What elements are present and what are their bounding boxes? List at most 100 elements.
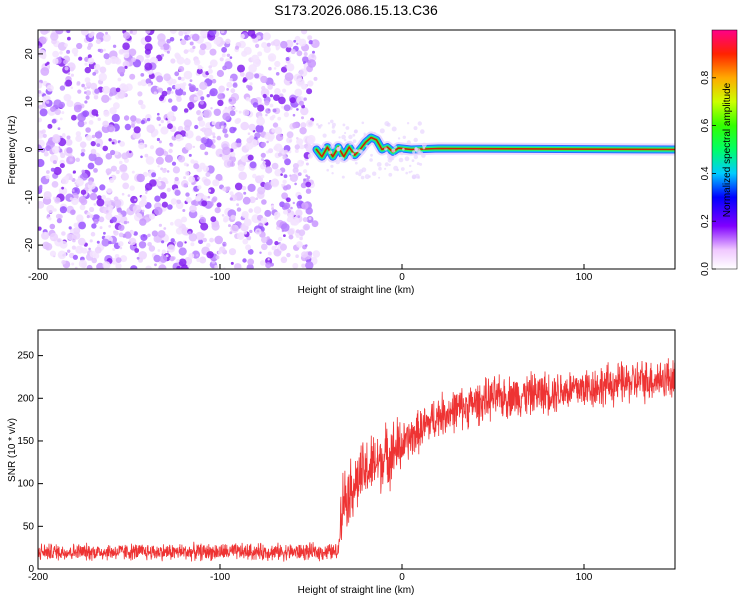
- noise-speckle: [252, 173, 257, 179]
- noise-speckle: [44, 232, 47, 235]
- noise-speckle: [84, 62, 88, 66]
- noise-speckle: [183, 58, 191, 66]
- noise-speckle: [307, 80, 314, 87]
- signal-speckle: [342, 123, 346, 127]
- noise-speckle: [214, 265, 219, 269]
- noise-speckle: [77, 237, 86, 246]
- noise-speckle: [304, 226, 309, 231]
- noise-speckle: [225, 38, 231, 44]
- noise-speckle: [54, 197, 61, 204]
- signal-speckle: [347, 155, 353, 161]
- noise-speckle: [59, 163, 65, 169]
- noise-speckle: [209, 237, 215, 243]
- noise-speckle: [206, 243, 211, 248]
- noise-speckle: [289, 81, 293, 84]
- signal-speckle: [327, 122, 331, 125]
- noise-speckle: [80, 172, 88, 181]
- noise-speckle: [188, 153, 192, 157]
- noise-speckle: [47, 123, 53, 129]
- noise-speckle: [223, 217, 228, 223]
- noise-speckle: [192, 45, 196, 50]
- noise-speckle: [193, 163, 200, 170]
- noise-speckle: [38, 132, 42, 137]
- noise-speckle: [236, 138, 242, 144]
- noise-speckle: [229, 56, 233, 59]
- noise-speckle: [303, 97, 307, 101]
- snr-xtick-label: -200: [28, 572, 48, 583]
- snr-ylabel: SNR (10 * v/v): [7, 418, 18, 482]
- signal-speckle: [358, 173, 362, 177]
- noise-speckle: [106, 124, 115, 133]
- snr-xtick-label: 100: [576, 572, 593, 583]
- noise-speckle: [292, 262, 299, 269]
- noise-speckle: [89, 192, 98, 201]
- noise-speckle: [259, 251, 262, 254]
- signal-speckle: [355, 171, 359, 175]
- noise-speckle: [297, 194, 303, 200]
- noise-speckle: [282, 179, 287, 184]
- noise-speckle: [212, 179, 220, 187]
- noise-speckle: [257, 51, 263, 57]
- noise-speckle: [295, 254, 299, 258]
- noise-speckle: [154, 263, 157, 267]
- noise-speckle: [80, 189, 87, 195]
- noise-speckle: [118, 232, 124, 238]
- noise-speckle: [181, 227, 190, 236]
- noise-speckle: [118, 212, 121, 216]
- noise-speckle: [126, 221, 130, 224]
- noise-speckle: [197, 176, 201, 180]
- noise-speckle: [61, 111, 65, 115]
- noise-speckle: [163, 151, 169, 156]
- noise-speckle: [269, 103, 274, 108]
- noise-speckle: [256, 35, 261, 40]
- noise-speckle: [40, 67, 50, 76]
- noise-speckle: [123, 115, 130, 121]
- noise-speckle: [194, 124, 199, 130]
- noise-speckle: [176, 56, 185, 65]
- noise-speckle: [105, 153, 113, 160]
- noise-speckle: [228, 98, 232, 102]
- noise-speckle: [296, 241, 303, 248]
- noise-speckle: [245, 97, 250, 102]
- noise-speckle: [116, 207, 122, 213]
- noise-speckle: [66, 135, 71, 140]
- noise-speckle: [178, 30, 184, 36]
- noise-speckle: [102, 145, 108, 152]
- noise-speckle: [196, 68, 203, 75]
- noise-speckle: [78, 56, 83, 61]
- noise-speckle: [290, 174, 298, 182]
- noise-speckle: [88, 247, 91, 251]
- noise-speckle: [206, 251, 214, 259]
- noise-speckle: [90, 231, 96, 237]
- noise-speckle: [203, 109, 212, 118]
- noise-speckle: [188, 84, 197, 92]
- noise-speckle: [236, 142, 242, 148]
- noise-speckle: [265, 166, 273, 174]
- noise-speckle: [105, 31, 108, 35]
- noise-speckle: [85, 134, 92, 141]
- noise-speckle: [199, 216, 206, 224]
- noise-speckle: [139, 218, 147, 226]
- noise-speckle: [177, 125, 184, 132]
- noise-speckle: [119, 141, 125, 147]
- noise-speckle: [205, 172, 211, 177]
- noise-speckle: [176, 199, 182, 205]
- noise-speckle: [249, 82, 253, 86]
- noise-speckle: [124, 65, 128, 69]
- noise-speckle: [274, 60, 281, 68]
- noise-speckle: [125, 83, 133, 91]
- noise-speckle: [245, 244, 252, 251]
- noise-speckle: [42, 241, 50, 250]
- figure-title: S173.2026.086.15.13.C36: [274, 2, 438, 18]
- noise-speckle: [45, 174, 50, 180]
- noise-speckle: [130, 265, 138, 269]
- signal-speckle: [343, 143, 346, 146]
- noise-speckle: [168, 98, 173, 103]
- noise-speckle: [175, 227, 183, 235]
- signal-speckle: [361, 167, 367, 173]
- noise-speckle: [75, 135, 83, 143]
- noise-speckle: [53, 166, 62, 176]
- noise-speckle: [178, 66, 185, 72]
- noise-speckle: [206, 94, 210, 98]
- noise-speckle: [63, 59, 68, 65]
